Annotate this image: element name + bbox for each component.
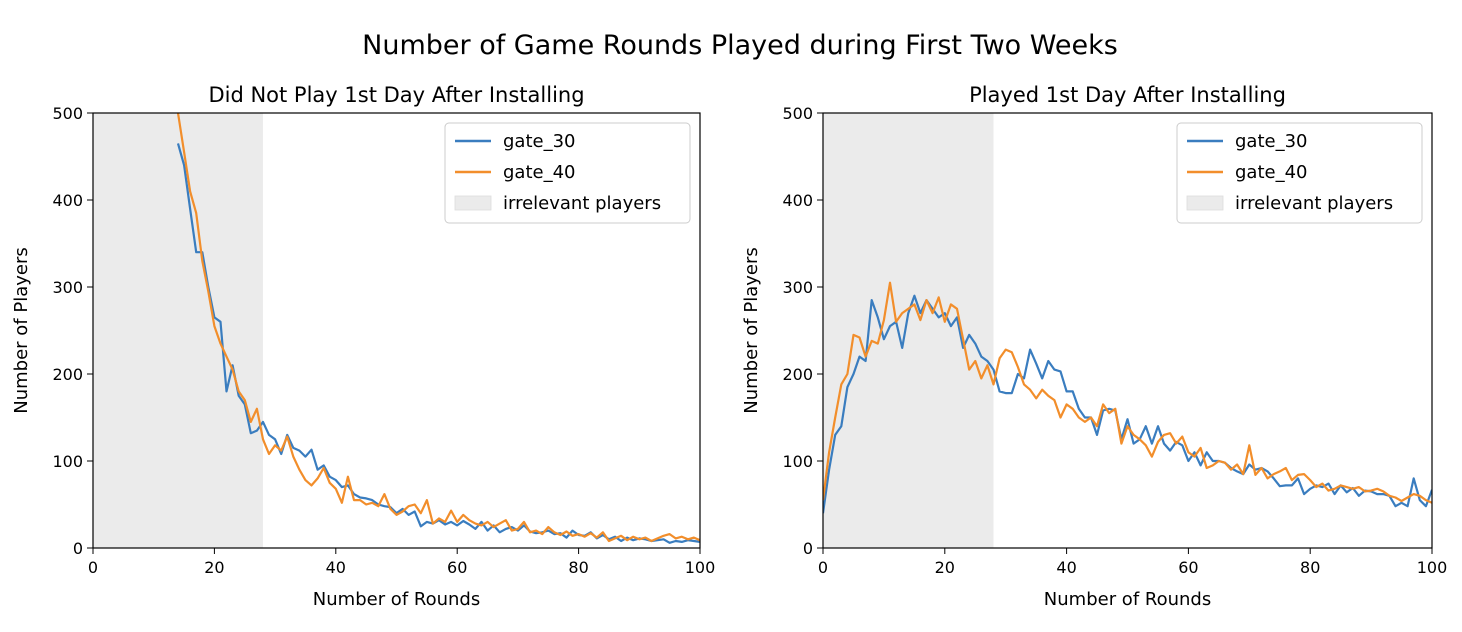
legend-label: irrelevant players	[1235, 193, 1393, 214]
x-tick-label: 100	[1417, 558, 1448, 577]
y-tick-label: 200	[52, 365, 83, 384]
irrelevant-players-region	[823, 113, 994, 548]
x-tick-label: 60	[447, 558, 467, 577]
legend: gate_30 gate_40 irrelevant players	[444, 122, 691, 224]
x-tick-label: 0	[88, 558, 98, 577]
legend-swatch-irrelevant-players	[1186, 195, 1224, 211]
y-axis-label: Number of Players	[11, 247, 32, 414]
x-axis-label: Number of Rounds	[1044, 589, 1211, 610]
y-tick-label: 0	[803, 539, 813, 558]
y-tick-label: 100	[52, 452, 83, 471]
x-tick-label: 40	[326, 558, 346, 577]
y-tick-label: 300	[52, 278, 83, 297]
subplot-title: Did Not Play 1st Day After Installing	[208, 83, 584, 107]
y-tick-label: 500	[52, 104, 83, 123]
figure-title: Number of Game Rounds Played during Firs…	[362, 30, 1118, 61]
subplot-did-not-play: 0 20 40 60 80 100 0 100 200 300 400 500 Did Not Play…	[11, 83, 715, 610]
x-tick-label: 100	[685, 558, 716, 577]
legend-box	[444, 122, 691, 224]
irrelevant-players-region	[93, 113, 263, 548]
y-tick-label: 400	[52, 191, 83, 210]
subplot-played: 0 20 40 60 80 100 0 100 200 300 400 500 Played 1st D…	[741, 83, 1447, 610]
x-tick-label: 80	[568, 558, 588, 577]
x-tick-label: 80	[1300, 558, 1320, 577]
legend-label: gate_40	[503, 162, 576, 183]
legend: gate_30 gate_40 irrelevant players	[1176, 122, 1423, 224]
legend-swatch-irrelevant-players	[454, 195, 492, 211]
x-tick-label: 20	[204, 558, 224, 577]
legend-label: gate_40	[1235, 162, 1308, 183]
y-axis-label: Number of Players	[741, 247, 762, 414]
series-line-gate-40	[823, 281, 1432, 504]
x-tick-label: 0	[818, 558, 828, 577]
legend-label: irrelevant players	[503, 193, 661, 214]
series-line-gate-40	[176, 113, 700, 543]
y-tick-label: 300	[782, 278, 813, 297]
x-tick-label: 60	[1178, 558, 1198, 577]
x-axis-label: Number of Rounds	[313, 589, 480, 610]
x-tick-label: 20	[935, 558, 955, 577]
y-tick-label: 0	[73, 539, 83, 558]
legend-label: gate_30	[503, 131, 576, 152]
series-line-gate-30	[176, 143, 700, 544]
legend-box	[1176, 122, 1423, 224]
y-tick-label: 500	[782, 104, 813, 123]
y-tick-label: 100	[782, 452, 813, 471]
y-tick-label: 200	[782, 365, 813, 384]
axes-frame	[92, 112, 701, 549]
legend-label: gate_30	[1235, 131, 1308, 152]
y-tick-label: 400	[782, 191, 813, 210]
subplot-title: Played 1st Day After Installing	[969, 83, 1286, 107]
axes-frame	[822, 112, 1433, 549]
x-tick-label: 40	[1056, 558, 1076, 577]
